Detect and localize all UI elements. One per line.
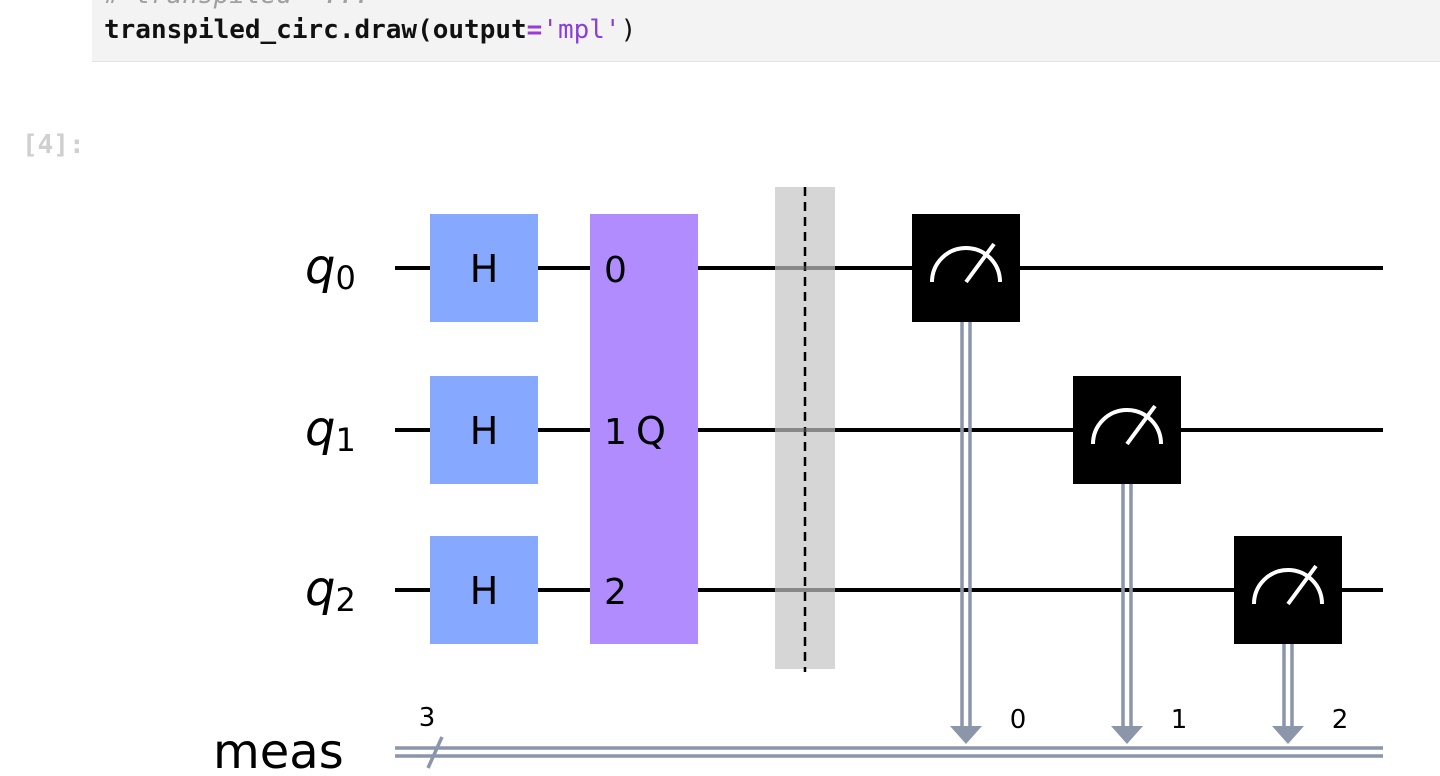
measure-arrow-1 — [1111, 726, 1143, 744]
h-gate-label-0: H — [470, 247, 499, 291]
classical-register-label: meas — [213, 724, 344, 776]
qubit-label-2: q2 — [305, 561, 356, 619]
measure-clbit-label-0: 0 — [1010, 705, 1027, 735]
qubit-label-index-1: 1 — [335, 421, 355, 459]
qubit-label-index-0: 0 — [335, 259, 355, 297]
qubit-label-index-2: 2 — [335, 581, 355, 619]
measure-gate-2 — [1234, 536, 1342, 644]
multi-gate-pin-1: 1 — [604, 412, 627, 453]
measure-arrow-0 — [950, 726, 982, 744]
qubit-label-0: q0 — [305, 239, 356, 297]
measure-clbit-label-2: 2 — [1332, 705, 1349, 735]
qubit-label-1: q1 — [305, 401, 356, 459]
h-gate-label-2: H — [470, 569, 499, 613]
classical-register-size: 3 — [419, 703, 436, 733]
measure-arrow-2 — [1272, 726, 1304, 744]
h-gate-label-1: H — [470, 409, 499, 453]
measure-gate-1 — [1073, 376, 1181, 484]
measure-gate-0 — [912, 214, 1020, 322]
multi-gate-label: Q — [636, 409, 666, 453]
multi-gate-pin-0: 0 — [604, 250, 627, 291]
measure-clbit-label-1: 1 — [1171, 705, 1188, 735]
classical-bundle-slash — [428, 737, 442, 768]
multi-gate-pin-2: 2 — [604, 572, 627, 613]
